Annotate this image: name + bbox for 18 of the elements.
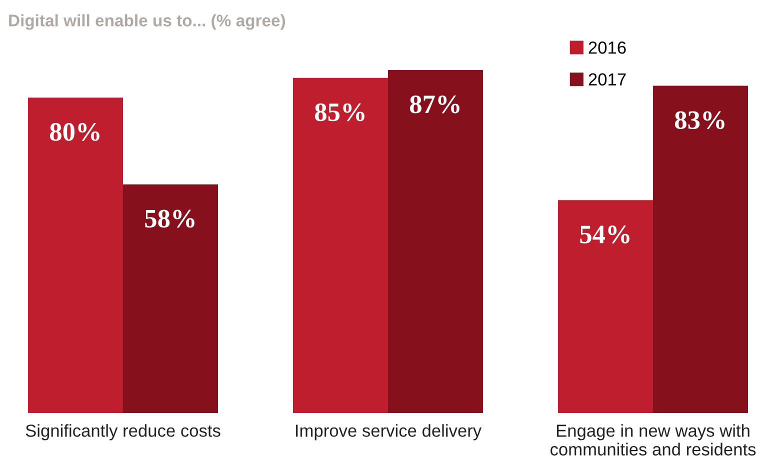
data-label: 54%	[580, 226, 630, 244]
bar	[558, 200, 653, 413]
legend-label: 2016	[588, 41, 626, 54]
chart-title: Digital will enable us to... (% agree)	[9, 14, 286, 30]
data-label: 80%	[50, 123, 100, 141]
x-tick-label: Significantly reduce costs	[26, 424, 220, 440]
bar	[28, 98, 123, 413]
data-label: 83%	[674, 111, 724, 130]
data-label: 87%	[410, 95, 460, 114]
x-tick-label: Engage in new ways with communities and residents	[550, 424, 756, 456]
bar	[123, 184, 218, 413]
bar	[653, 86, 748, 413]
bar	[388, 70, 483, 413]
bar	[293, 78, 388, 413]
data-label: 85%	[314, 103, 364, 122]
legend-label: 2017	[588, 73, 626, 86]
x-tick-label: Improve service delivery	[296, 424, 482, 440]
data-label: 58%	[145, 210, 194, 228]
